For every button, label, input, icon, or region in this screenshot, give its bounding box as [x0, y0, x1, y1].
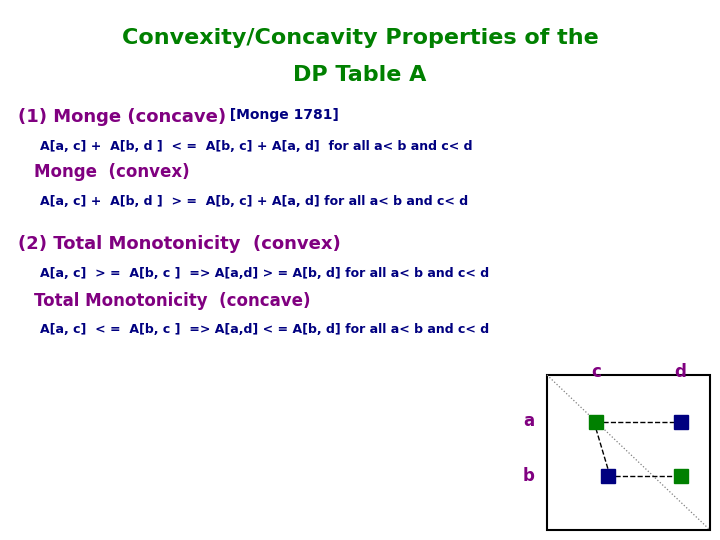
- Text: b: b: [523, 467, 535, 485]
- Text: c: c: [591, 363, 600, 381]
- Text: (2) Total Monotonicity  (convex): (2) Total Monotonicity (convex): [18, 235, 341, 253]
- Text: A[a, c]  < =  A[b, c ]  => A[a,d] < = A[b, d] for all a< b and c< d: A[a, c] < = A[b, c ] => A[a,d] < = A[b, …: [40, 323, 489, 336]
- Bar: [589, 415, 603, 429]
- Text: A[a, c] +  A[b, d ]  < =  A[b, c] + A[a, d]  for all a< b and c< d: A[a, c] + A[b, d ] < = A[b, c] + A[a, d]…: [40, 140, 472, 153]
- Bar: [547, 375, 710, 530]
- Text: A[a, c] +  A[b, d ]  > =  A[b, c] + A[a, d] for all a< b and c< d: A[a, c] + A[b, d ] > = A[b, c] + A[a, d]…: [40, 195, 468, 208]
- Bar: [674, 469, 688, 483]
- Text: Monge  (convex): Monge (convex): [34, 163, 189, 181]
- Text: (1) Monge (concave): (1) Monge (concave): [18, 108, 226, 126]
- Text: d: d: [675, 363, 687, 381]
- Text: Total Monotonicity  (concave): Total Monotonicity (concave): [34, 292, 310, 310]
- Text: Convexity/Concavity Properties of the: Convexity/Concavity Properties of the: [122, 28, 598, 48]
- Text: [Monge 1781]: [Monge 1781]: [220, 108, 339, 122]
- Bar: [601, 469, 615, 483]
- Bar: [674, 415, 688, 429]
- Text: A[a, c]  > =  A[b, c ]  => A[a,d] > = A[b, d] for all a< b and c< d: A[a, c] > = A[b, c ] => A[a,d] > = A[b, …: [40, 267, 489, 280]
- Text: DP Table A: DP Table A: [293, 65, 427, 85]
- Text: a: a: [523, 413, 534, 430]
